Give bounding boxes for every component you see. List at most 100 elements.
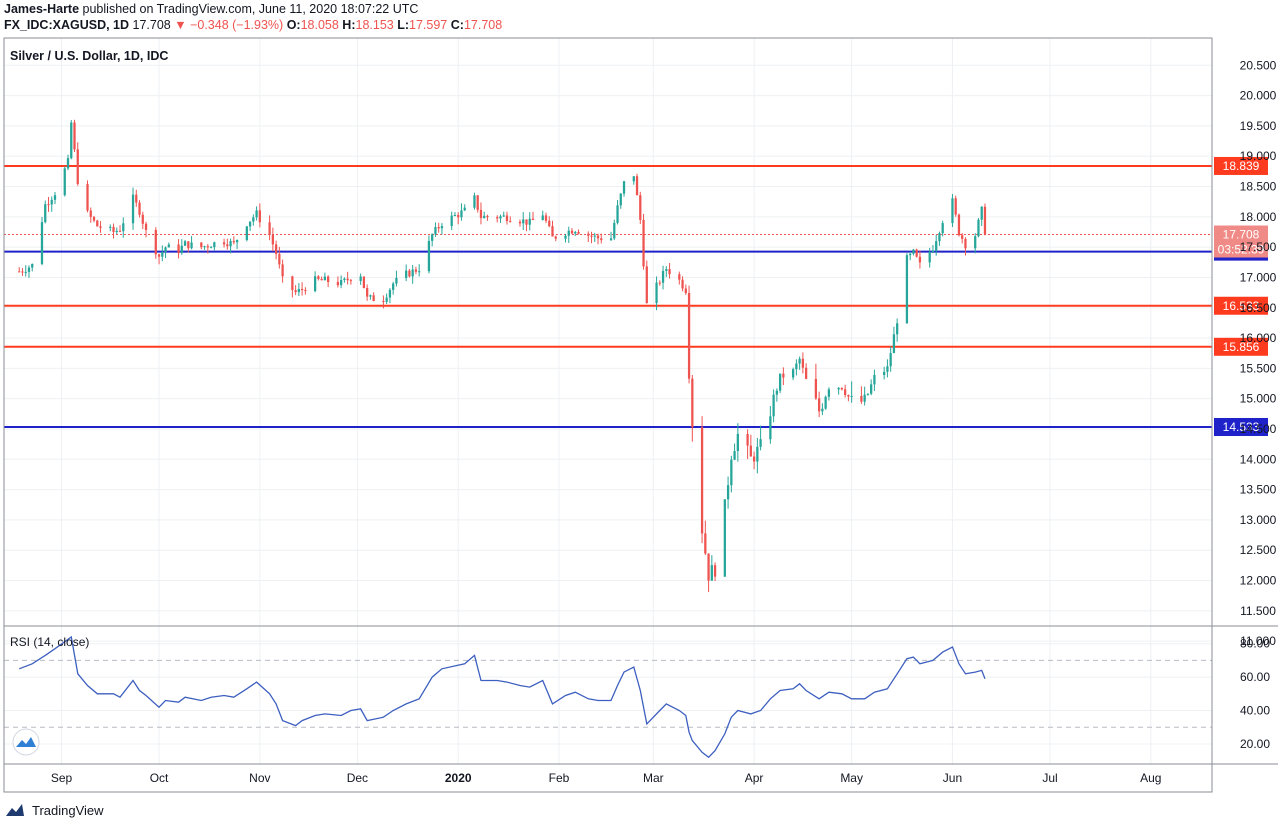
candle-up bbox=[873, 375, 876, 385]
candle-up bbox=[733, 451, 736, 460]
x-tick-label: 2020 bbox=[445, 771, 472, 785]
candle-down bbox=[271, 235, 274, 245]
rsi-indicator bbox=[18, 635, 986, 759]
candle-up bbox=[405, 270, 408, 278]
candle-down bbox=[226, 244, 229, 247]
axes bbox=[3, 37, 1278, 793]
candle-up bbox=[235, 239, 239, 243]
candle-down bbox=[570, 230, 574, 234]
brand-label[interactable]: TradingView bbox=[32, 802, 104, 818]
candle-up bbox=[736, 433, 739, 452]
x-tick-label: Sep bbox=[51, 771, 73, 785]
candle-down bbox=[639, 195, 642, 220]
y-tick-label: 17.000 bbox=[1240, 270, 1277, 284]
candle-down bbox=[645, 266, 648, 304]
candle-up bbox=[203, 246, 206, 248]
candle-up bbox=[912, 249, 915, 254]
candle-down bbox=[177, 244, 180, 254]
candle-up bbox=[622, 181, 626, 194]
x-tick-label: Aug bbox=[1140, 771, 1161, 785]
candle-down bbox=[915, 249, 918, 257]
candle-down bbox=[964, 238, 967, 249]
candle-up bbox=[131, 194, 135, 224]
candle-up bbox=[24, 271, 27, 273]
candle-down bbox=[336, 282, 340, 286]
y-tick-label: 16.000 bbox=[1240, 331, 1277, 345]
candle-down bbox=[141, 214, 144, 224]
author-name[interactable]: James-Harte bbox=[4, 2, 80, 16]
y-tick-label: 12.500 bbox=[1240, 543, 1277, 557]
low-label: L: bbox=[397, 18, 410, 32]
candle-up bbox=[161, 252, 164, 257]
candle-down bbox=[531, 218, 535, 221]
candle-up bbox=[863, 394, 866, 402]
last-price: 17.708 bbox=[132, 18, 171, 32]
bar-countdown-label: 03:52:39 bbox=[1218, 243, 1265, 257]
candle-down bbox=[86, 184, 89, 211]
candle-down bbox=[642, 219, 645, 267]
candle-down bbox=[496, 217, 499, 219]
rsi-title: RSI (14, close) bbox=[10, 635, 89, 649]
open-label: O: bbox=[286, 18, 301, 32]
close-label: C: bbox=[450, 18, 464, 32]
candle-up bbox=[248, 221, 252, 227]
candle-down bbox=[678, 274, 681, 280]
candle-up bbox=[905, 255, 909, 324]
candle-up bbox=[772, 394, 775, 417]
x-tick-label: Jun bbox=[943, 771, 962, 785]
candle-up bbox=[850, 395, 853, 397]
candle-up bbox=[31, 263, 34, 268]
candle-up bbox=[313, 276, 317, 292]
candle-up bbox=[909, 253, 912, 256]
y-tick-label: 15.500 bbox=[1240, 361, 1277, 375]
candle-up bbox=[824, 396, 827, 409]
candle-down bbox=[157, 254, 161, 257]
candle-up bbox=[66, 158, 70, 169]
x-tick-label: Nov bbox=[249, 771, 270, 785]
candle-up bbox=[593, 235, 596, 237]
candle-down bbox=[144, 223, 148, 230]
candle-up bbox=[483, 215, 486, 219]
candle-down bbox=[954, 198, 957, 215]
candle-down bbox=[76, 149, 79, 185]
candle-down bbox=[749, 445, 752, 457]
candle-down bbox=[366, 287, 369, 297]
candle-up bbox=[710, 565, 713, 581]
tradingview-watermark-icon[interactable] bbox=[12, 728, 40, 756]
candle-up bbox=[896, 323, 899, 335]
candle-down bbox=[372, 295, 375, 302]
x-tick-label: Oct bbox=[150, 771, 169, 785]
candle-up bbox=[866, 393, 870, 395]
axis-labels: Sep Oct Nov Dec 2020 Feb Mar Apr May Jun Jul Aug 20.… bbox=[51, 58, 1277, 785]
candle-down bbox=[362, 276, 366, 288]
candle-up bbox=[343, 278, 346, 281]
candle-down bbox=[200, 242, 203, 248]
candle-up bbox=[655, 282, 658, 304]
candle-down bbox=[479, 209, 483, 219]
candle-down bbox=[118, 230, 122, 232]
candle-down bbox=[544, 215, 548, 221]
candle-up bbox=[50, 199, 53, 205]
candle-down bbox=[278, 253, 281, 265]
candle-down bbox=[476, 195, 479, 210]
candle-up bbox=[574, 231, 577, 234]
last-price-tag bbox=[1214, 225, 1268, 258]
candle-up bbox=[27, 267, 31, 272]
candle-down bbox=[817, 398, 821, 412]
candle-down bbox=[92, 216, 96, 221]
y-tick-label: 12.000 bbox=[1240, 574, 1277, 588]
candle-up bbox=[431, 234, 434, 241]
candle-down bbox=[687, 293, 691, 379]
candle-down bbox=[961, 235, 964, 239]
y-tick-label: 17.500 bbox=[1240, 240, 1277, 254]
candle-up bbox=[616, 205, 619, 223]
candle-up bbox=[63, 168, 66, 196]
publish-info: James-Harte published on TradingView.com… bbox=[4, 2, 418, 16]
level-price-tag bbox=[1214, 417, 1268, 436]
candle-up bbox=[778, 373, 782, 391]
candle-up bbox=[245, 226, 248, 240]
candle-down bbox=[274, 244, 278, 254]
candle-down bbox=[804, 367, 808, 379]
candle-down bbox=[525, 219, 528, 225]
